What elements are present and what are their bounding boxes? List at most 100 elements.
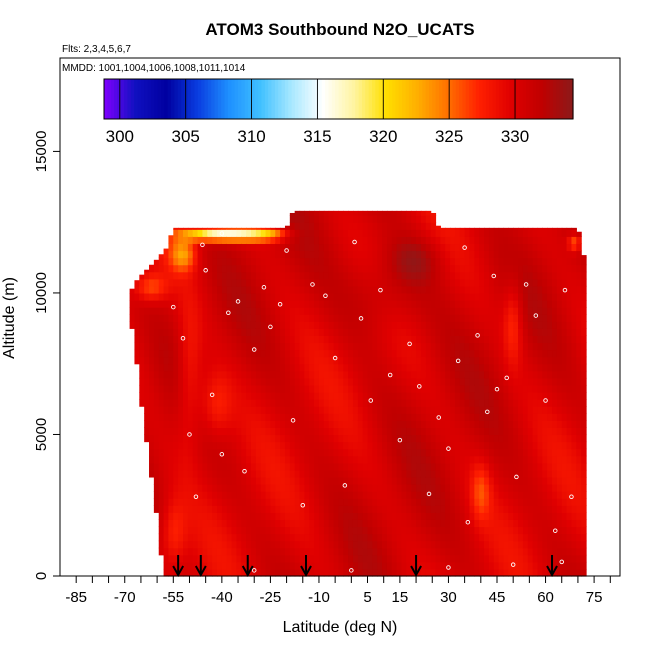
field-cell — [513, 420, 519, 428]
field-cell — [246, 356, 252, 365]
field-cell — [484, 314, 490, 322]
field-cell — [270, 498, 276, 506]
field-cell — [289, 321, 296, 329]
field-cell — [386, 491, 393, 499]
field-cell — [581, 342, 587, 351]
field-cell — [246, 484, 252, 492]
field-cell — [372, 512, 378, 520]
field-cell — [445, 476, 451, 485]
field-cell — [197, 370, 204, 379]
field-cell — [343, 434, 349, 443]
field-cell — [377, 427, 383, 436]
field-cell — [474, 540, 480, 549]
field-cell — [352, 526, 359, 535]
colorbar-segment — [361, 79, 366, 119]
field-cell — [561, 476, 568, 485]
field-cell — [246, 335, 252, 344]
field-cell — [420, 335, 427, 344]
field-cell — [542, 533, 548, 542]
field-cell — [173, 547, 179, 556]
field-cell — [469, 533, 475, 542]
field-cell — [508, 314, 514, 322]
field-cell — [581, 448, 587, 457]
field-cell — [362, 257, 369, 266]
field-cell — [537, 356, 543, 365]
field-cell — [566, 399, 573, 407]
field-cell — [547, 271, 553, 280]
field-cell — [187, 229, 194, 237]
field-cell — [367, 455, 373, 464]
field-cell — [401, 455, 407, 464]
field-cell — [207, 229, 213, 237]
field-cell — [241, 243, 247, 252]
field-cell — [212, 462, 218, 471]
field-cell — [459, 434, 466, 443]
field-cell — [396, 250, 403, 259]
field-cell — [527, 377, 534, 386]
field-cell — [522, 526, 529, 535]
field-cell — [479, 469, 485, 478]
field-cell — [202, 227, 208, 230]
field-cell — [493, 314, 500, 322]
field-cell — [343, 441, 349, 450]
field-cell — [450, 512, 456, 520]
field-cell — [401, 250, 407, 259]
field-cell — [547, 321, 553, 329]
colorbar-tick-label: 310 — [237, 127, 265, 146]
field-cell — [450, 505, 456, 513]
field-cell — [391, 547, 398, 556]
field-cell — [518, 243, 524, 252]
field-cell — [362, 222, 369, 230]
field-cell — [250, 321, 257, 329]
field-cell — [542, 526, 548, 535]
field-cell — [445, 314, 451, 322]
field-cell — [323, 476, 330, 485]
field-cell — [246, 363, 252, 372]
field-cell — [178, 491, 184, 499]
field-cell — [241, 561, 247, 570]
field-cell — [527, 441, 534, 450]
field-cell — [459, 484, 466, 492]
field-cell — [265, 300, 272, 308]
field-cell — [362, 377, 369, 386]
field-cell — [241, 257, 247, 266]
field-cell — [542, 448, 548, 457]
field-cell — [149, 271, 155, 280]
field-cell — [260, 335, 267, 344]
field-cell — [498, 229, 505, 237]
field-cell — [425, 229, 432, 237]
field-cell — [411, 384, 417, 393]
field-cell — [221, 413, 228, 421]
field-cell — [479, 392, 485, 400]
field-cell — [352, 441, 359, 450]
field-cell — [129, 307, 136, 315]
field-cell — [216, 455, 223, 464]
field-cell — [377, 455, 383, 464]
field-cell — [556, 519, 563, 528]
field-cell — [430, 335, 437, 344]
field-cell — [469, 568, 475, 577]
field-cell — [338, 568, 344, 577]
field-cell — [382, 491, 388, 499]
colorbar-segment — [506, 79, 510, 119]
field-cell — [406, 540, 412, 549]
field-cell — [406, 484, 412, 492]
field-cell — [420, 469, 427, 478]
field-cell — [197, 384, 204, 393]
field-cell — [372, 427, 378, 436]
field-cell — [411, 300, 417, 308]
field-cell — [430, 420, 437, 428]
field-cell — [479, 285, 485, 294]
field-cell — [493, 512, 500, 520]
field-cell — [318, 300, 325, 308]
field-cell — [469, 321, 475, 329]
field-cell — [527, 328, 534, 336]
field-cell — [144, 342, 150, 351]
field-cell — [241, 554, 247, 563]
field-cell — [289, 448, 296, 457]
field-cell — [299, 547, 305, 556]
field-cell — [377, 540, 383, 549]
field-cell — [338, 427, 344, 436]
field-cell — [333, 335, 339, 344]
field-cell — [173, 554, 179, 563]
